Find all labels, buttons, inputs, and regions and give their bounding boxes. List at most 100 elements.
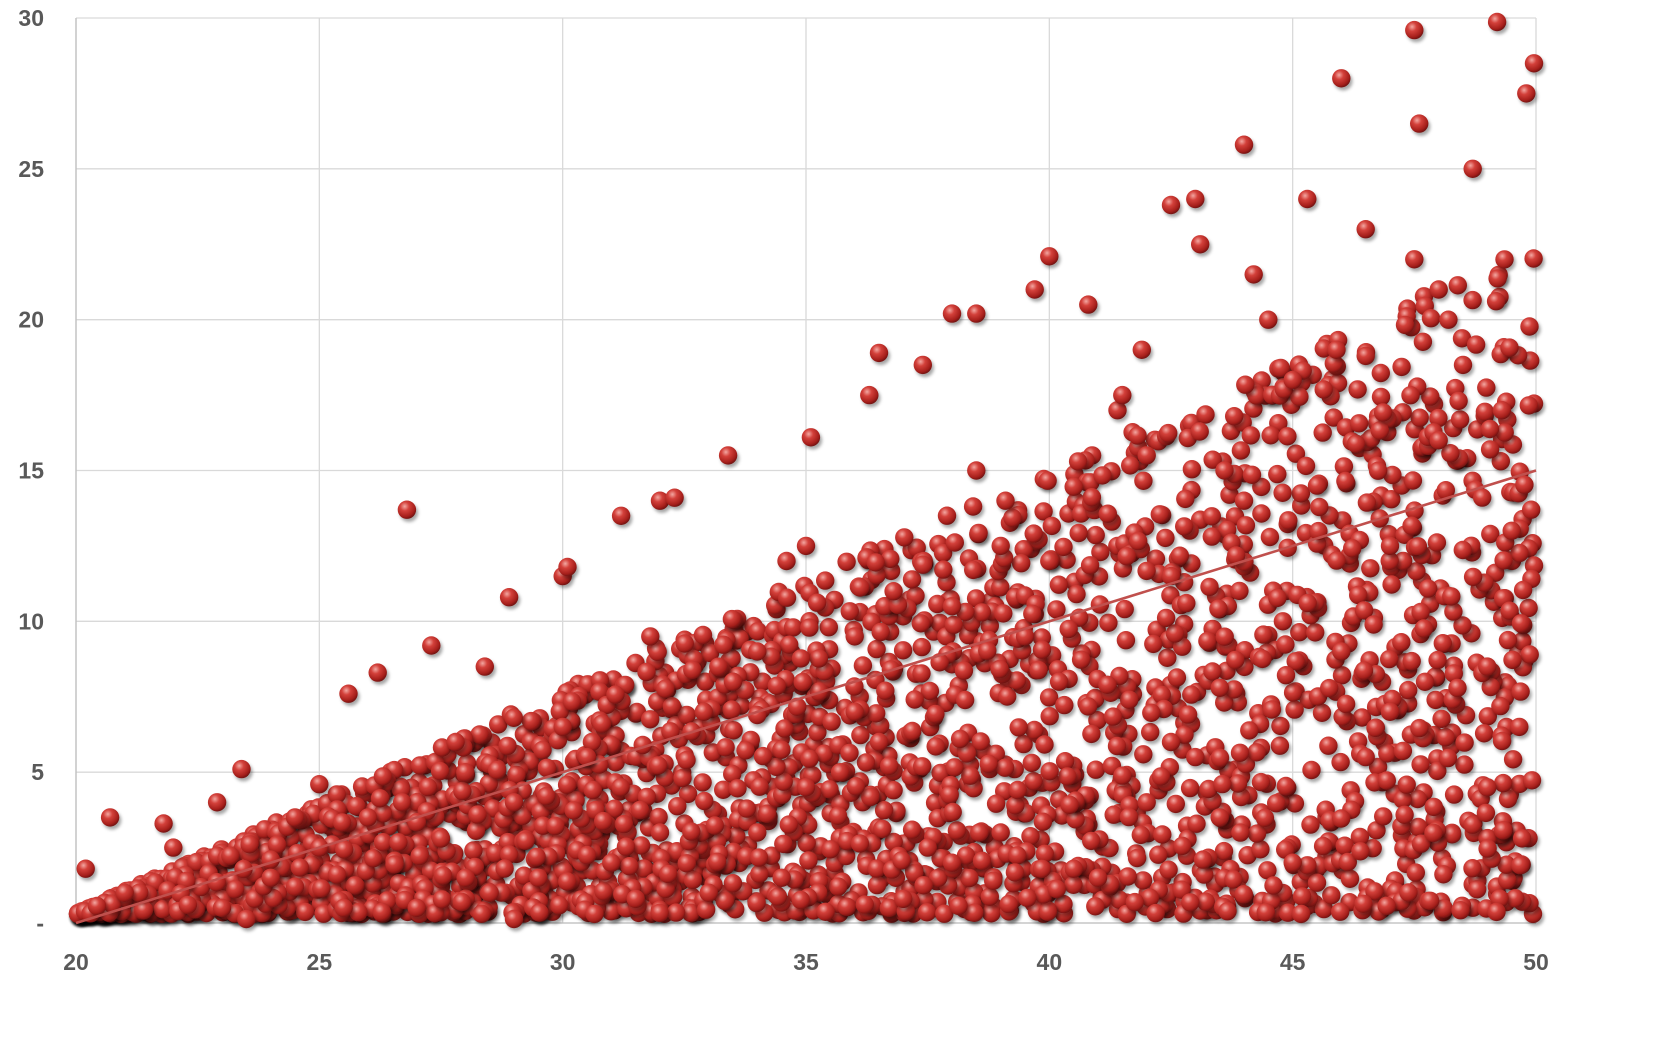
data-point bbox=[1453, 616, 1472, 635]
data-point bbox=[793, 672, 812, 692]
data-point bbox=[967, 461, 986, 480]
data-point bbox=[1278, 427, 1297, 446]
data-point bbox=[334, 898, 353, 918]
data-point bbox=[601, 902, 621, 921]
data-point bbox=[957, 744, 977, 763]
data-point bbox=[965, 903, 984, 922]
data-point bbox=[1395, 315, 1415, 335]
data-point bbox=[649, 807, 668, 827]
data-point bbox=[775, 719, 794, 738]
data-point bbox=[1093, 466, 1112, 485]
data-point bbox=[1515, 475, 1534, 494]
data-point bbox=[928, 594, 947, 614]
data-point bbox=[1150, 505, 1170, 524]
data-point bbox=[1332, 809, 1351, 828]
data-point bbox=[1438, 748, 1458, 768]
data-point bbox=[1332, 666, 1352, 685]
data-point bbox=[1118, 867, 1138, 886]
data-point bbox=[1040, 707, 1059, 726]
data-point bbox=[867, 875, 887, 895]
data-point bbox=[1409, 817, 1428, 837]
data-point bbox=[1487, 902, 1506, 922]
data-point bbox=[1429, 280, 1448, 299]
data-point bbox=[926, 737, 945, 756]
data-point bbox=[1091, 542, 1110, 562]
data-point bbox=[1064, 859, 1083, 878]
data-point bbox=[1088, 868, 1108, 887]
data-point bbox=[1410, 718, 1429, 738]
data-point bbox=[724, 721, 743, 740]
data-point bbox=[800, 618, 819, 637]
data-point bbox=[187, 852, 206, 872]
data-point bbox=[1510, 543, 1529, 563]
data-point bbox=[960, 868, 979, 888]
data-point bbox=[485, 843, 505, 863]
data-point bbox=[650, 491, 670, 510]
data-point bbox=[816, 902, 835, 921]
data-point bbox=[1215, 693, 1234, 712]
data-point bbox=[335, 840, 354, 859]
data-point bbox=[1226, 650, 1245, 670]
data-point bbox=[1236, 516, 1256, 535]
data-point bbox=[1332, 642, 1351, 661]
data-point bbox=[1186, 747, 1205, 767]
data-point bbox=[1215, 627, 1234, 646]
data-point bbox=[1058, 767, 1077, 786]
data-point bbox=[1349, 585, 1368, 605]
data-point bbox=[716, 738, 735, 757]
data-point bbox=[1210, 808, 1229, 827]
data-point bbox=[767, 676, 786, 695]
data-point bbox=[902, 570, 922, 589]
data-point bbox=[1441, 444, 1460, 463]
data-point bbox=[430, 761, 450, 781]
data-point bbox=[1271, 716, 1290, 736]
data-point bbox=[630, 800, 650, 820]
data-point bbox=[1202, 527, 1222, 546]
data-point bbox=[290, 858, 310, 877]
data-point bbox=[668, 797, 687, 816]
data-point bbox=[1273, 612, 1293, 631]
data-point bbox=[991, 578, 1010, 597]
data-point bbox=[1128, 426, 1147, 445]
data-point bbox=[1393, 741, 1413, 761]
data-point bbox=[767, 757, 786, 777]
data-point bbox=[861, 787, 880, 807]
data-point bbox=[1481, 524, 1500, 544]
data-point bbox=[1301, 815, 1320, 834]
data-point bbox=[675, 634, 694, 653]
data-point bbox=[1420, 891, 1440, 910]
data-point bbox=[1254, 625, 1273, 644]
data-point bbox=[1012, 554, 1031, 573]
data-point bbox=[397, 500, 417, 519]
y-tick-label: 25 bbox=[18, 156, 44, 182]
data-point bbox=[1356, 747, 1375, 767]
data-point bbox=[772, 740, 791, 759]
data-point bbox=[722, 609, 742, 629]
data-point bbox=[665, 488, 684, 507]
data-point bbox=[1410, 114, 1429, 133]
data-point bbox=[368, 663, 387, 682]
x-tick-label: 30 bbox=[550, 949, 576, 975]
data-point bbox=[1156, 528, 1175, 548]
data-point bbox=[1018, 888, 1037, 908]
data-point bbox=[1442, 587, 1461, 606]
data-point bbox=[207, 793, 227, 812]
y-tick-label: 20 bbox=[18, 307, 44, 333]
data-point bbox=[637, 662, 656, 682]
data-point bbox=[912, 637, 931, 657]
data-point bbox=[837, 897, 856, 916]
data-point bbox=[1513, 631, 1532, 651]
data-point bbox=[1436, 481, 1456, 500]
data-point bbox=[261, 868, 280, 887]
data-point bbox=[626, 889, 645, 909]
data-point bbox=[1429, 408, 1448, 428]
data-point bbox=[850, 834, 870, 853]
data-point bbox=[1086, 525, 1105, 545]
data-point bbox=[1175, 725, 1194, 744]
gridlines bbox=[75, 17, 1537, 924]
data-point bbox=[1298, 189, 1317, 209]
data-point bbox=[1364, 615, 1383, 634]
data-point bbox=[1054, 537, 1073, 557]
data-point bbox=[961, 766, 980, 785]
data-point bbox=[1307, 873, 1327, 892]
